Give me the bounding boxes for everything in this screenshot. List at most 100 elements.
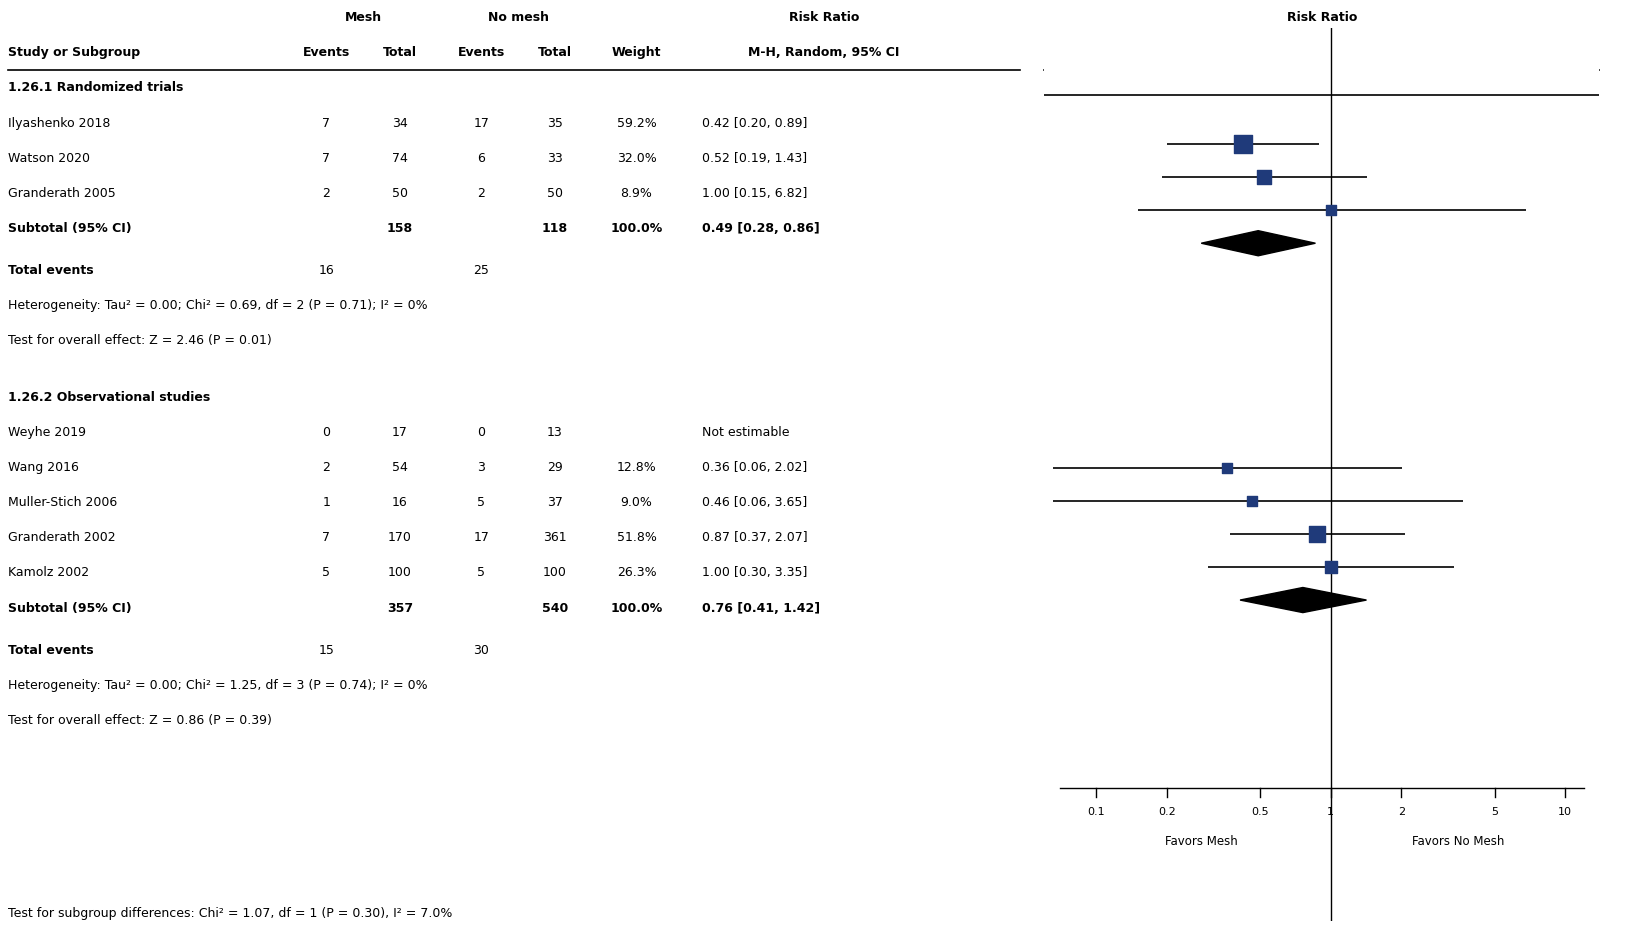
- Text: 6: 6: [478, 152, 485, 165]
- Text: Granderath 2002: Granderath 2002: [8, 531, 116, 545]
- Text: 17: 17: [392, 426, 408, 438]
- Text: Total: Total: [539, 47, 571, 59]
- Text: 1: 1: [323, 496, 330, 509]
- Text: Granderath 2005: Granderath 2005: [8, 187, 116, 200]
- Text: Ilyashenko 2018: Ilyashenko 2018: [8, 117, 111, 129]
- Text: 0.49 [0.28, 0.86]: 0.49 [0.28, 0.86]: [702, 222, 819, 235]
- Point: [1214, 460, 1240, 475]
- Text: 0.52 [0.19, 1.43]: 0.52 [0.19, 1.43]: [702, 152, 806, 165]
- Text: 361: 361: [543, 531, 566, 545]
- Text: Heterogeneity: Tau² = 0.00; Chi² = 1.25, df = 3 (P = 0.74); I² = 0%: Heterogeneity: Tau² = 0.00; Chi² = 1.25,…: [8, 679, 428, 692]
- Text: 10: 10: [1559, 807, 1572, 816]
- Text: Subtotal (95% CI): Subtotal (95% CI): [8, 602, 132, 615]
- Text: Heterogeneity: Tau² = 0.00; Chi² = 0.69, df = 2 (P = 0.71); I² = 0%: Heterogeneity: Tau² = 0.00; Chi² = 0.69,…: [8, 299, 428, 312]
- Text: 7: 7: [323, 117, 330, 129]
- Text: M-H, Random, 95% CI: M-H, Random, 95% CI: [749, 47, 899, 59]
- Text: 2: 2: [323, 187, 330, 200]
- Text: Favors No Mesh: Favors No Mesh: [1412, 834, 1505, 847]
- Text: 9.0%: 9.0%: [620, 496, 653, 509]
- Polygon shape: [1201, 231, 1315, 256]
- Text: 100.0%: 100.0%: [610, 602, 663, 615]
- Text: 3: 3: [478, 461, 485, 474]
- Text: Weight: Weight: [612, 47, 661, 59]
- Text: Total: Total: [384, 47, 416, 59]
- Text: 16: 16: [392, 496, 408, 509]
- Text: Risk Ratio: Risk Ratio: [1286, 11, 1358, 24]
- Text: 26.3%: 26.3%: [617, 567, 656, 580]
- Text: 33: 33: [547, 152, 563, 165]
- Text: 50: 50: [547, 187, 563, 200]
- Text: 54: 54: [392, 461, 408, 474]
- Text: Muller-Stich 2006: Muller-Stich 2006: [8, 496, 118, 509]
- Text: 8.9%: 8.9%: [620, 187, 653, 200]
- Text: 0: 0: [478, 426, 485, 438]
- Text: 1.26.1 Randomized trials: 1.26.1 Randomized trials: [8, 82, 183, 94]
- Text: 17: 17: [473, 117, 490, 129]
- Text: 34: 34: [392, 117, 408, 129]
- Text: 35: 35: [547, 117, 563, 129]
- Text: Study or Subgroup: Study or Subgroup: [8, 47, 140, 59]
- Text: M-H, Random, 95% CI: M-H, Random, 95% CI: [1247, 47, 1397, 59]
- Text: 74: 74: [392, 152, 408, 165]
- Text: Weyhe 2019: Weyhe 2019: [8, 426, 86, 438]
- Text: Test for overall effect: Z = 2.46 (P = 0.01): Test for overall effect: Z = 2.46 (P = 0…: [8, 334, 273, 347]
- Text: 0.1: 0.1: [1087, 807, 1105, 816]
- Text: 100: 100: [543, 567, 566, 580]
- Text: Test for overall effect: Z = 0.86 (P = 0.39): Test for overall effect: Z = 0.86 (P = 0…: [8, 714, 273, 727]
- Point: [1304, 527, 1330, 542]
- Text: 5: 5: [478, 496, 485, 509]
- Text: 17: 17: [473, 531, 490, 545]
- Point: [1317, 559, 1343, 574]
- Text: 5: 5: [478, 567, 485, 580]
- Text: No mesh: No mesh: [488, 11, 548, 24]
- Text: Watson 2020: Watson 2020: [8, 152, 90, 165]
- Text: 13: 13: [547, 426, 563, 438]
- Text: 7: 7: [323, 531, 330, 545]
- Point: [1229, 137, 1255, 152]
- Text: 0.2: 0.2: [1159, 807, 1177, 816]
- Text: 0.46 [0.06, 3.65]: 0.46 [0.06, 3.65]: [702, 496, 806, 509]
- Text: 158: 158: [387, 222, 413, 235]
- Text: Total events: Total events: [8, 264, 93, 277]
- Text: 0.36 [0.06, 2.02]: 0.36 [0.06, 2.02]: [702, 461, 806, 474]
- Text: 37: 37: [547, 496, 563, 509]
- Text: Total events: Total events: [8, 643, 93, 657]
- Text: Risk Ratio: Risk Ratio: [788, 11, 860, 24]
- Text: 1.26.2 Observational studies: 1.26.2 Observational studies: [8, 391, 211, 403]
- Text: 1: 1: [1327, 807, 1335, 816]
- Text: 100: 100: [388, 567, 411, 580]
- Text: 118: 118: [542, 222, 568, 235]
- Text: 50: 50: [392, 187, 408, 200]
- Point: [1317, 202, 1343, 217]
- Text: 0.5: 0.5: [1252, 807, 1270, 816]
- Text: 2: 2: [478, 187, 485, 200]
- Point: [1239, 493, 1265, 509]
- Text: 7: 7: [323, 152, 330, 165]
- Text: 540: 540: [542, 602, 568, 615]
- Text: 12.8%: 12.8%: [617, 461, 656, 474]
- Text: 59.2%: 59.2%: [617, 117, 656, 129]
- Text: 170: 170: [388, 531, 411, 545]
- Text: 0.76 [0.41, 1.42]: 0.76 [0.41, 1.42]: [702, 602, 819, 615]
- Text: 2: 2: [323, 461, 330, 474]
- Text: 15: 15: [318, 643, 335, 657]
- Text: Kamolz 2002: Kamolz 2002: [8, 567, 90, 580]
- Text: 0: 0: [323, 426, 330, 438]
- Text: Mesh: Mesh: [344, 11, 382, 24]
- Text: 2: 2: [1397, 807, 1405, 816]
- Text: Test for subgroup differences: Chi² = 1.07, df = 1 (P = 0.30), I² = 7.0%: Test for subgroup differences: Chi² = 1.…: [8, 907, 452, 921]
- Point: [1252, 170, 1278, 185]
- Text: 0.42 [0.20, 0.89]: 0.42 [0.20, 0.89]: [702, 117, 808, 129]
- Text: 32.0%: 32.0%: [617, 152, 656, 165]
- Text: 51.8%: 51.8%: [617, 531, 656, 545]
- Text: 357: 357: [387, 602, 413, 615]
- Text: 5: 5: [1492, 807, 1498, 816]
- Text: 29: 29: [547, 461, 563, 474]
- Text: Favors Mesh: Favors Mesh: [1165, 834, 1237, 847]
- Text: 1.00 [0.30, 3.35]: 1.00 [0.30, 3.35]: [702, 567, 808, 580]
- Text: Wang 2016: Wang 2016: [8, 461, 78, 474]
- Text: 1.00 [0.15, 6.82]: 1.00 [0.15, 6.82]: [702, 187, 808, 200]
- Text: Events: Events: [304, 47, 349, 59]
- Text: Subtotal (95% CI): Subtotal (95% CI): [8, 222, 132, 235]
- Polygon shape: [1240, 587, 1366, 613]
